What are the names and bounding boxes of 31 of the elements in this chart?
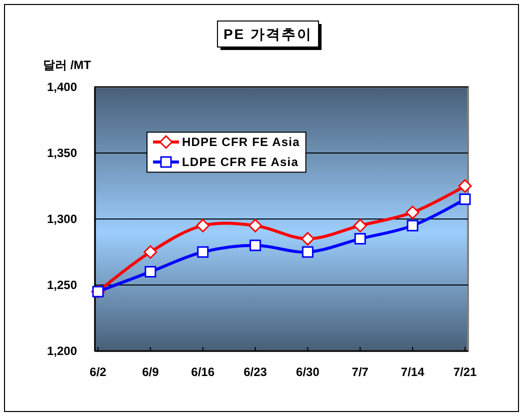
x-tick-label: 6/23 bbox=[244, 365, 268, 380]
point bbox=[458, 179, 472, 193]
chart-title: PE 가격추이 bbox=[223, 26, 313, 42]
y-tick-label: 1,400 bbox=[46, 80, 78, 94]
point bbox=[459, 193, 471, 205]
y-tick-label: 1,350 bbox=[46, 146, 78, 160]
point bbox=[302, 246, 314, 258]
x-tick-label: 6/2 bbox=[90, 365, 107, 380]
y-tick-label: 1,300 bbox=[46, 212, 78, 226]
point bbox=[197, 246, 209, 258]
point bbox=[144, 245, 158, 259]
point bbox=[406, 206, 420, 220]
point bbox=[144, 266, 156, 278]
x-tick-label: 7/21 bbox=[453, 365, 477, 380]
point bbox=[354, 233, 366, 245]
point bbox=[300, 232, 314, 246]
point bbox=[353, 218, 367, 232]
legend-label: HDPE CFR FE Asia bbox=[182, 135, 300, 150]
point bbox=[250, 240, 262, 252]
x-tick-label: 6/9 bbox=[142, 365, 160, 380]
point bbox=[248, 218, 262, 232]
x-tick-label: 7/14 bbox=[400, 365, 425, 380]
y-axis-title: 달러 /MT bbox=[43, 58, 92, 72]
x-tick-label: 6/16 bbox=[191, 365, 215, 380]
point bbox=[196, 218, 210, 232]
x-tick-label: 6/30 bbox=[296, 365, 320, 380]
point bbox=[406, 220, 418, 232]
y-tick-label: 1,250 bbox=[46, 278, 78, 292]
x-tick-label: 7/7 bbox=[352, 365, 369, 380]
y-tick-label: 1,200 bbox=[46, 344, 78, 358]
legend-label: LDPE CFR FE Asia bbox=[182, 155, 299, 170]
